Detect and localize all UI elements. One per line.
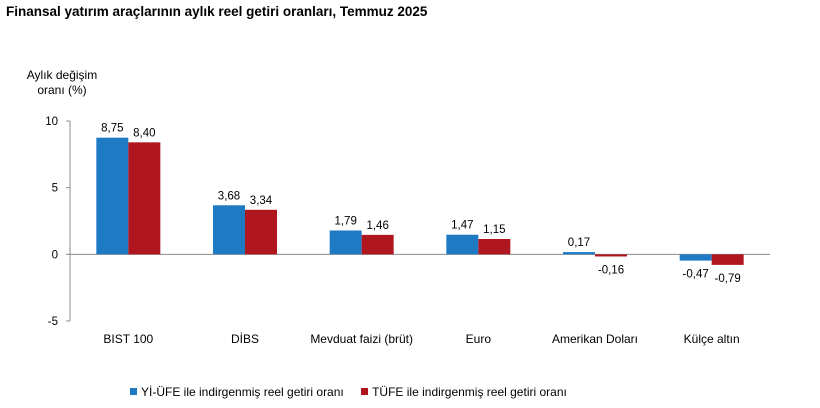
bars: [96, 137, 744, 265]
legend-item-tufe: TÜFE ile indirgenmiş reel getiri oranı: [361, 385, 567, 399]
category-label: BIST 100: [103, 332, 153, 346]
y-axis-ticks: 10 5 0 -5: [45, 116, 70, 328]
bar: [595, 254, 627, 257]
y-tick-label: 5: [52, 183, 58, 195]
bar: [213, 205, 245, 255]
legend-item-yiufe: Yİ-ÜFE ile indirgenmiş reel getiri oranı: [130, 385, 344, 399]
data-label: -0,16: [598, 264, 624, 276]
bar: [478, 239, 511, 255]
data-label: -0,47: [683, 269, 709, 281]
data-label: 3,68: [218, 190, 240, 202]
data-label: 1,15: [483, 224, 505, 236]
data-label: 0,17: [568, 237, 590, 249]
data-label: 3,34: [250, 195, 273, 207]
bar: [361, 234, 394, 255]
category-label: Mevduat faizi (brüt): [310, 332, 413, 346]
category-label: Euro: [466, 332, 492, 346]
legend-label-yiufe: Yİ-ÜFE ile indirgenmiş reel getiri oranı: [141, 384, 344, 399]
legend-label-tufe: TÜFE ile indirgenmiş reel getiri oranı: [372, 384, 567, 399]
y-tick-label: 10: [45, 116, 58, 128]
legend-swatch-tufe: [361, 388, 369, 395]
data-label: 8,75: [101, 123, 123, 135]
y-tick-label: 0: [52, 249, 58, 261]
bar: [128, 142, 161, 255]
data-label: 1,47: [451, 220, 473, 232]
category-labels: BIST 100 DİBS Mevduat faizi (brüt) Euro Amer…: [103, 332, 739, 346]
data-label: 1,46: [366, 220, 388, 232]
legend: Yİ-ÜFE ile indirgenmiş reel getiri oranı…: [130, 384, 581, 399]
bar: [446, 234, 479, 255]
y-axis-label-line: oranı (%): [37, 83, 86, 97]
bar: [329, 230, 362, 255]
chart-title: Finansal yatırım araçlarının aylık reel …: [6, 4, 428, 19]
data-label: 1,79: [334, 215, 356, 227]
y-tick-label: -5: [48, 316, 58, 328]
bar: [563, 252, 595, 255]
bar: [245, 209, 277, 255]
bar: [96, 137, 129, 255]
category-label: Külçe altın: [684, 332, 740, 346]
category-label: DİBS: [231, 332, 259, 346]
bar: [679, 254, 712, 261]
bar: [711, 254, 744, 265]
axes: [69, 121, 770, 321]
category-label: Amerikan Doları: [552, 332, 638, 346]
data-label: 8,40: [133, 127, 155, 139]
data-labels: 8,75 8,40 3,68 3,34 1,79 1,46 1,47 1,15 0,17 -0,1…: [101, 123, 741, 285]
y-axis-label-line: Aylık değişim: [27, 68, 97, 82]
data-label: -0,79: [715, 273, 741, 285]
legend-swatch-yiufe: [130, 388, 137, 395]
